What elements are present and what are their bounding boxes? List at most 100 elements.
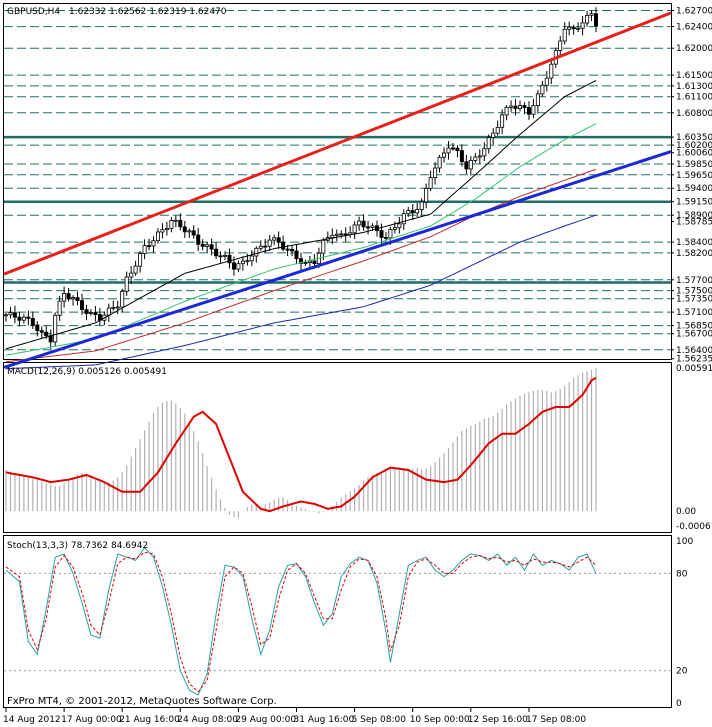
bull-candle (8, 312, 13, 316)
price-levels (4, 10, 671, 351)
bull-candle (151, 240, 156, 247)
bull-candle (406, 210, 411, 215)
bull-candle (486, 137, 491, 150)
time-axis-label: 10 Sep 00:00 (410, 715, 470, 725)
bear-candle (66, 293, 71, 300)
bull-candle (111, 306, 116, 309)
bull-candle (169, 219, 174, 229)
price-axis-label: 1.61300 (676, 82, 712, 92)
bull-candle (576, 27, 581, 30)
bull-candle (138, 253, 143, 267)
bear-candle (35, 324, 40, 332)
bear-candle (365, 226, 370, 229)
bull-candle (370, 225, 375, 228)
bull-candle (567, 26, 572, 30)
bull-candle (531, 105, 536, 115)
bear-candle (459, 150, 464, 163)
bear-candle (298, 258, 303, 264)
bull-candle (477, 155, 482, 158)
bear-candle (281, 241, 286, 250)
price-axis-label: 1.58200 (676, 249, 712, 259)
ohlc-label: 1.62332 1.62562 1.62319 1.62470 (69, 7, 227, 17)
bull-candle (589, 13, 594, 16)
bear-candle (383, 237, 388, 239)
price-axis-label: 1.60200 (676, 141, 712, 151)
time-axis-label: 29 Aug 00:00 (235, 715, 296, 725)
bull-candle (249, 255, 254, 262)
price-panel (3, 3, 672, 360)
moving-average-line (5, 168, 597, 363)
symbol-label: GBPUSD,H4 (7, 7, 60, 17)
bull-candle (303, 262, 308, 265)
bear-candle (17, 316, 22, 321)
price-axis-label: 1.61500 (676, 71, 712, 81)
bull-candle (535, 93, 540, 107)
bull-candle (562, 28, 567, 42)
macd-panel (3, 362, 672, 533)
bear-candle (285, 248, 290, 251)
bull-candle (352, 224, 357, 234)
moving-average-line (5, 80, 597, 350)
price-axis-label: 1.56850 (676, 322, 712, 332)
bull-candle (62, 293, 67, 302)
bull-candle (428, 177, 433, 189)
bull-candle (129, 272, 134, 278)
bull-candle (21, 316, 26, 321)
bull-candle (321, 239, 326, 254)
bull-candle (580, 22, 585, 29)
bull-candle (540, 84, 545, 95)
price-axis-label: 1.60060 (676, 149, 712, 159)
time-axis-label: 17 Aug 00:00 (61, 715, 122, 725)
bear-candle (26, 316, 31, 319)
macd-signal-line (5, 377, 597, 513)
bull-candle (205, 244, 210, 247)
bear-candle (12, 312, 17, 318)
bear-candle (200, 243, 205, 247)
bull-candle (419, 201, 424, 210)
bull-candle (401, 213, 406, 225)
bull-candle (424, 187, 429, 203)
bear-candle (146, 245, 151, 248)
bull-candle (334, 233, 339, 236)
bull-candle (222, 254, 227, 257)
bear-candle (30, 317, 35, 326)
bull-candle (330, 234, 335, 238)
bull-candle (397, 223, 402, 229)
bear-candle (294, 250, 299, 260)
stoch-axis-label: 20 (676, 667, 688, 677)
bull-candle (160, 229, 165, 233)
macd-axis-label: 0.00591 (676, 364, 712, 374)
bull-candle (4, 314, 9, 317)
stoch-axis: 100 80 20 0 (676, 537, 693, 709)
bull-candle (124, 276, 129, 292)
bull-candle (518, 105, 523, 109)
bull-candle (415, 209, 420, 214)
price-axis: 1.62700 1.62400 1.62000 1.615001.613001.611… (671, 7, 712, 365)
bull-candle (142, 245, 147, 255)
bear-candle (191, 230, 196, 236)
bear-candle (455, 147, 460, 151)
time-axis-label: 12 Sep 16:00 (468, 715, 528, 725)
bull-candle (307, 260, 312, 264)
price-axis-label: 1.59400 (676, 184, 712, 194)
bull-candle (57, 300, 62, 316)
bear-candle (290, 248, 295, 252)
trendline (3, 11, 672, 276)
bull-candle (549, 63, 554, 79)
price-axis-label: 1.56400 (676, 346, 712, 356)
bull-candle (473, 156, 478, 161)
bull-candle (495, 127, 500, 134)
time-axis-label: 17 Sep 08:00 (526, 715, 586, 725)
bull-candle (509, 105, 514, 108)
bear-candle (450, 147, 455, 150)
price-axis-label: 1.57700 (676, 276, 712, 286)
bear-candle (44, 331, 49, 337)
bull-candle (106, 307, 111, 316)
price-axis-label: 1.56700 (676, 330, 712, 340)
bull-candle (164, 227, 169, 231)
price-axis-label: 1.56235 (676, 355, 712, 365)
bull-candle (339, 233, 344, 236)
bear-candle (84, 309, 89, 314)
